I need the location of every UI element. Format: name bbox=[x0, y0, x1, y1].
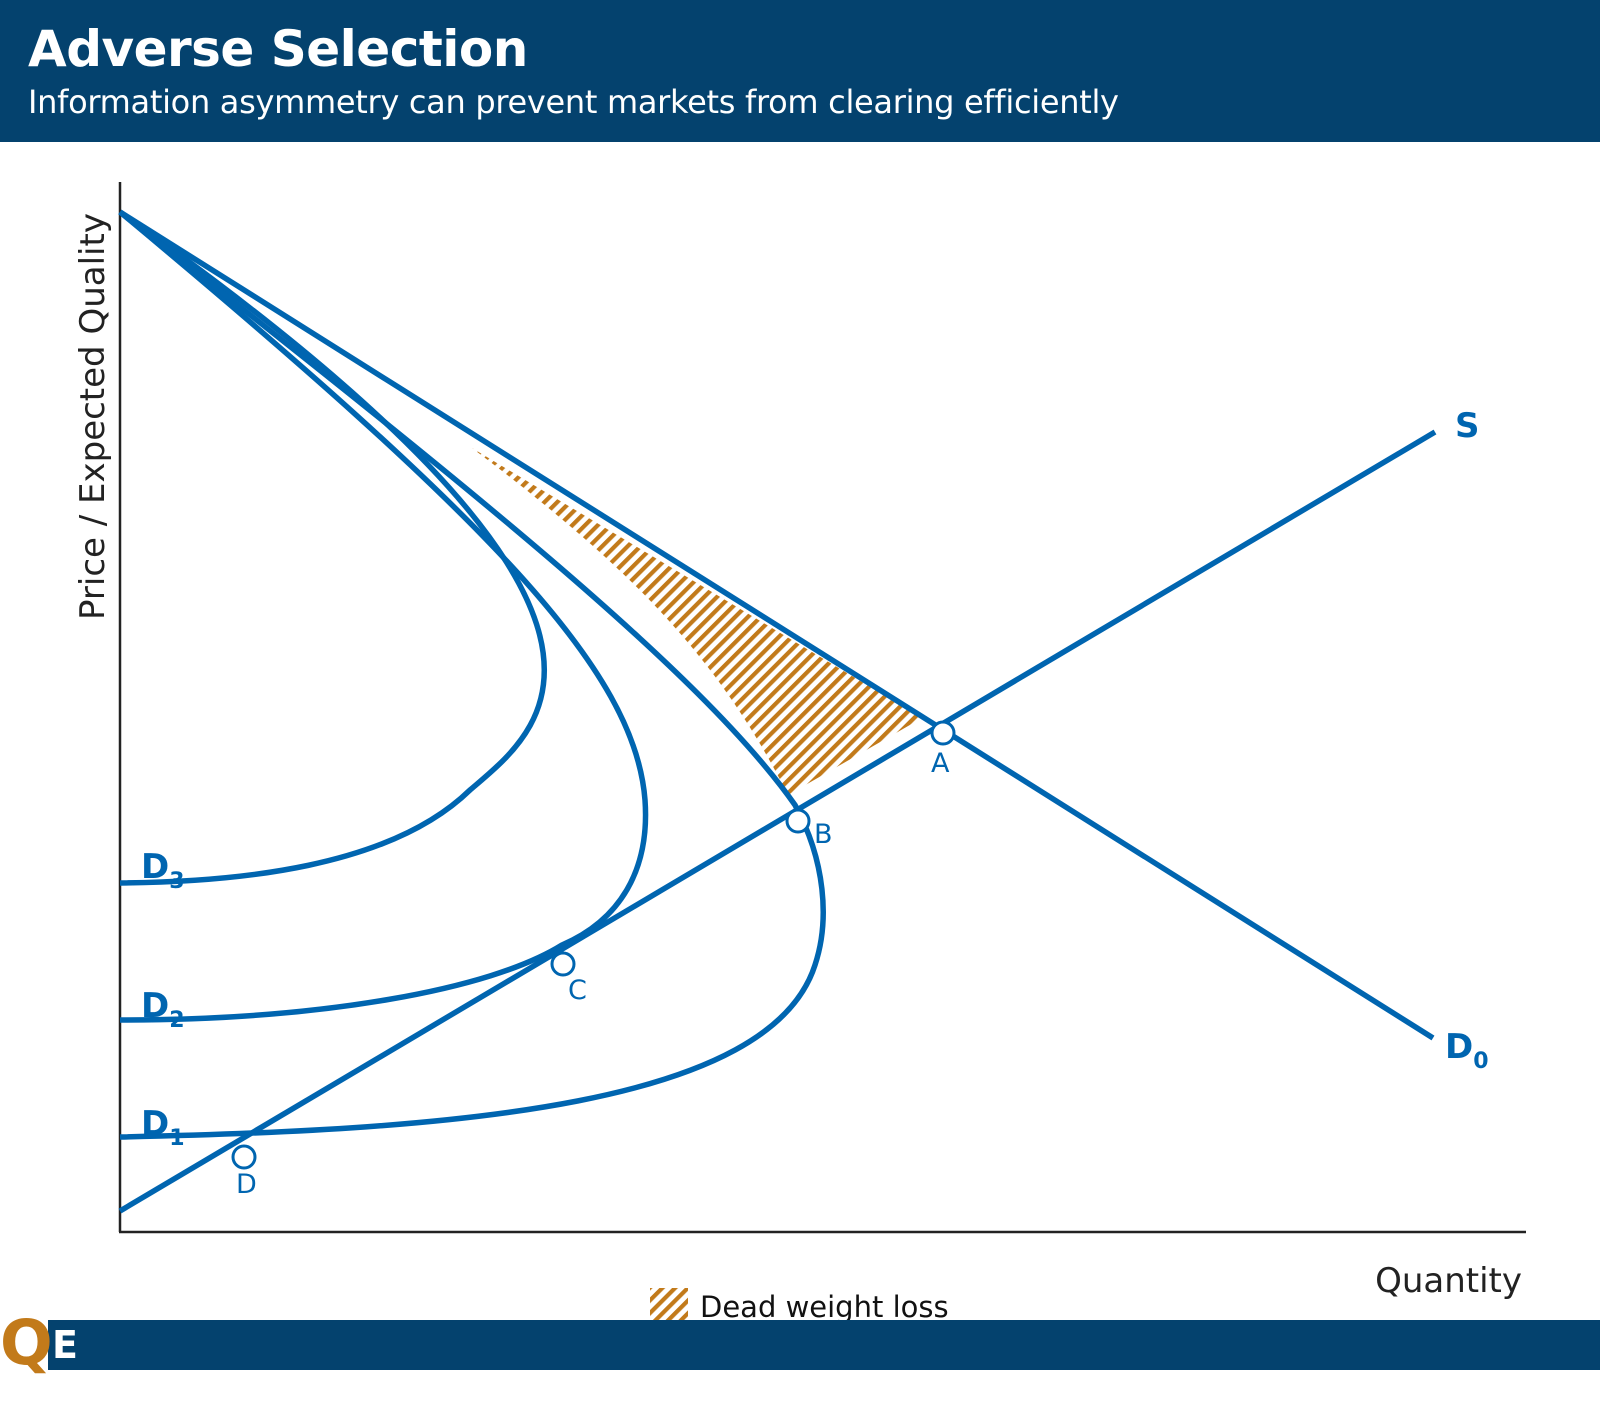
x-axis-title: Quantity bbox=[1375, 1261, 1522, 1301]
legend-swatch bbox=[650, 1288, 688, 1326]
point-d-label: D bbox=[236, 1169, 257, 1200]
supply-label: S bbox=[1455, 406, 1480, 446]
logo-e: E bbox=[52, 1323, 78, 1367]
page-subtitle: Information asymmetry can prevent market… bbox=[28, 83, 1119, 121]
d1-label-main: D bbox=[141, 1104, 169, 1144]
legend-label: Dead weight loss bbox=[700, 1290, 949, 1324]
d2-curve bbox=[118, 209, 649, 1023]
point-a-marker bbox=[930, 720, 956, 746]
y-axis-title: Price / Expected Quality bbox=[73, 213, 113, 620]
point-d-marker bbox=[231, 1144, 257, 1170]
deadweight-loss-area bbox=[472, 448, 922, 795]
d0-label: D0 bbox=[1445, 1027, 1489, 1074]
header-banner: Adverse Selection Information asymmetry … bbox=[0, 0, 1600, 142]
d1-label-subscript: 1 bbox=[169, 1126, 184, 1151]
d2-label-main: D bbox=[141, 986, 169, 1026]
supply-curve bbox=[118, 429, 1437, 1214]
d1-label: D1 bbox=[141, 1104, 185, 1151]
d2-label-subscript: 2 bbox=[169, 1008, 184, 1033]
d3-label-subscript: 3 bbox=[169, 869, 184, 894]
point-b-marker bbox=[785, 808, 811, 834]
d0-label-subscript: 0 bbox=[1473, 1049, 1488, 1074]
d3-label-main: D bbox=[141, 847, 169, 887]
page-title: Adverse Selection bbox=[28, 20, 528, 78]
d1-curve bbox=[118, 209, 826, 1140]
d3-label: D3 bbox=[141, 847, 185, 894]
d2-label: D2 bbox=[141, 986, 185, 1033]
footer-bar bbox=[48, 1320, 1600, 1370]
point-c-label: C bbox=[568, 975, 587, 1006]
point-b-label: B bbox=[814, 819, 833, 850]
d0-curve bbox=[118, 209, 1435, 1041]
logo-q: Q bbox=[0, 1306, 53, 1379]
d0-label-main: D bbox=[1445, 1027, 1473, 1067]
point-c-marker bbox=[550, 951, 576, 977]
point-a-label: A bbox=[931, 748, 950, 779]
d3-curve bbox=[118, 209, 547, 886]
